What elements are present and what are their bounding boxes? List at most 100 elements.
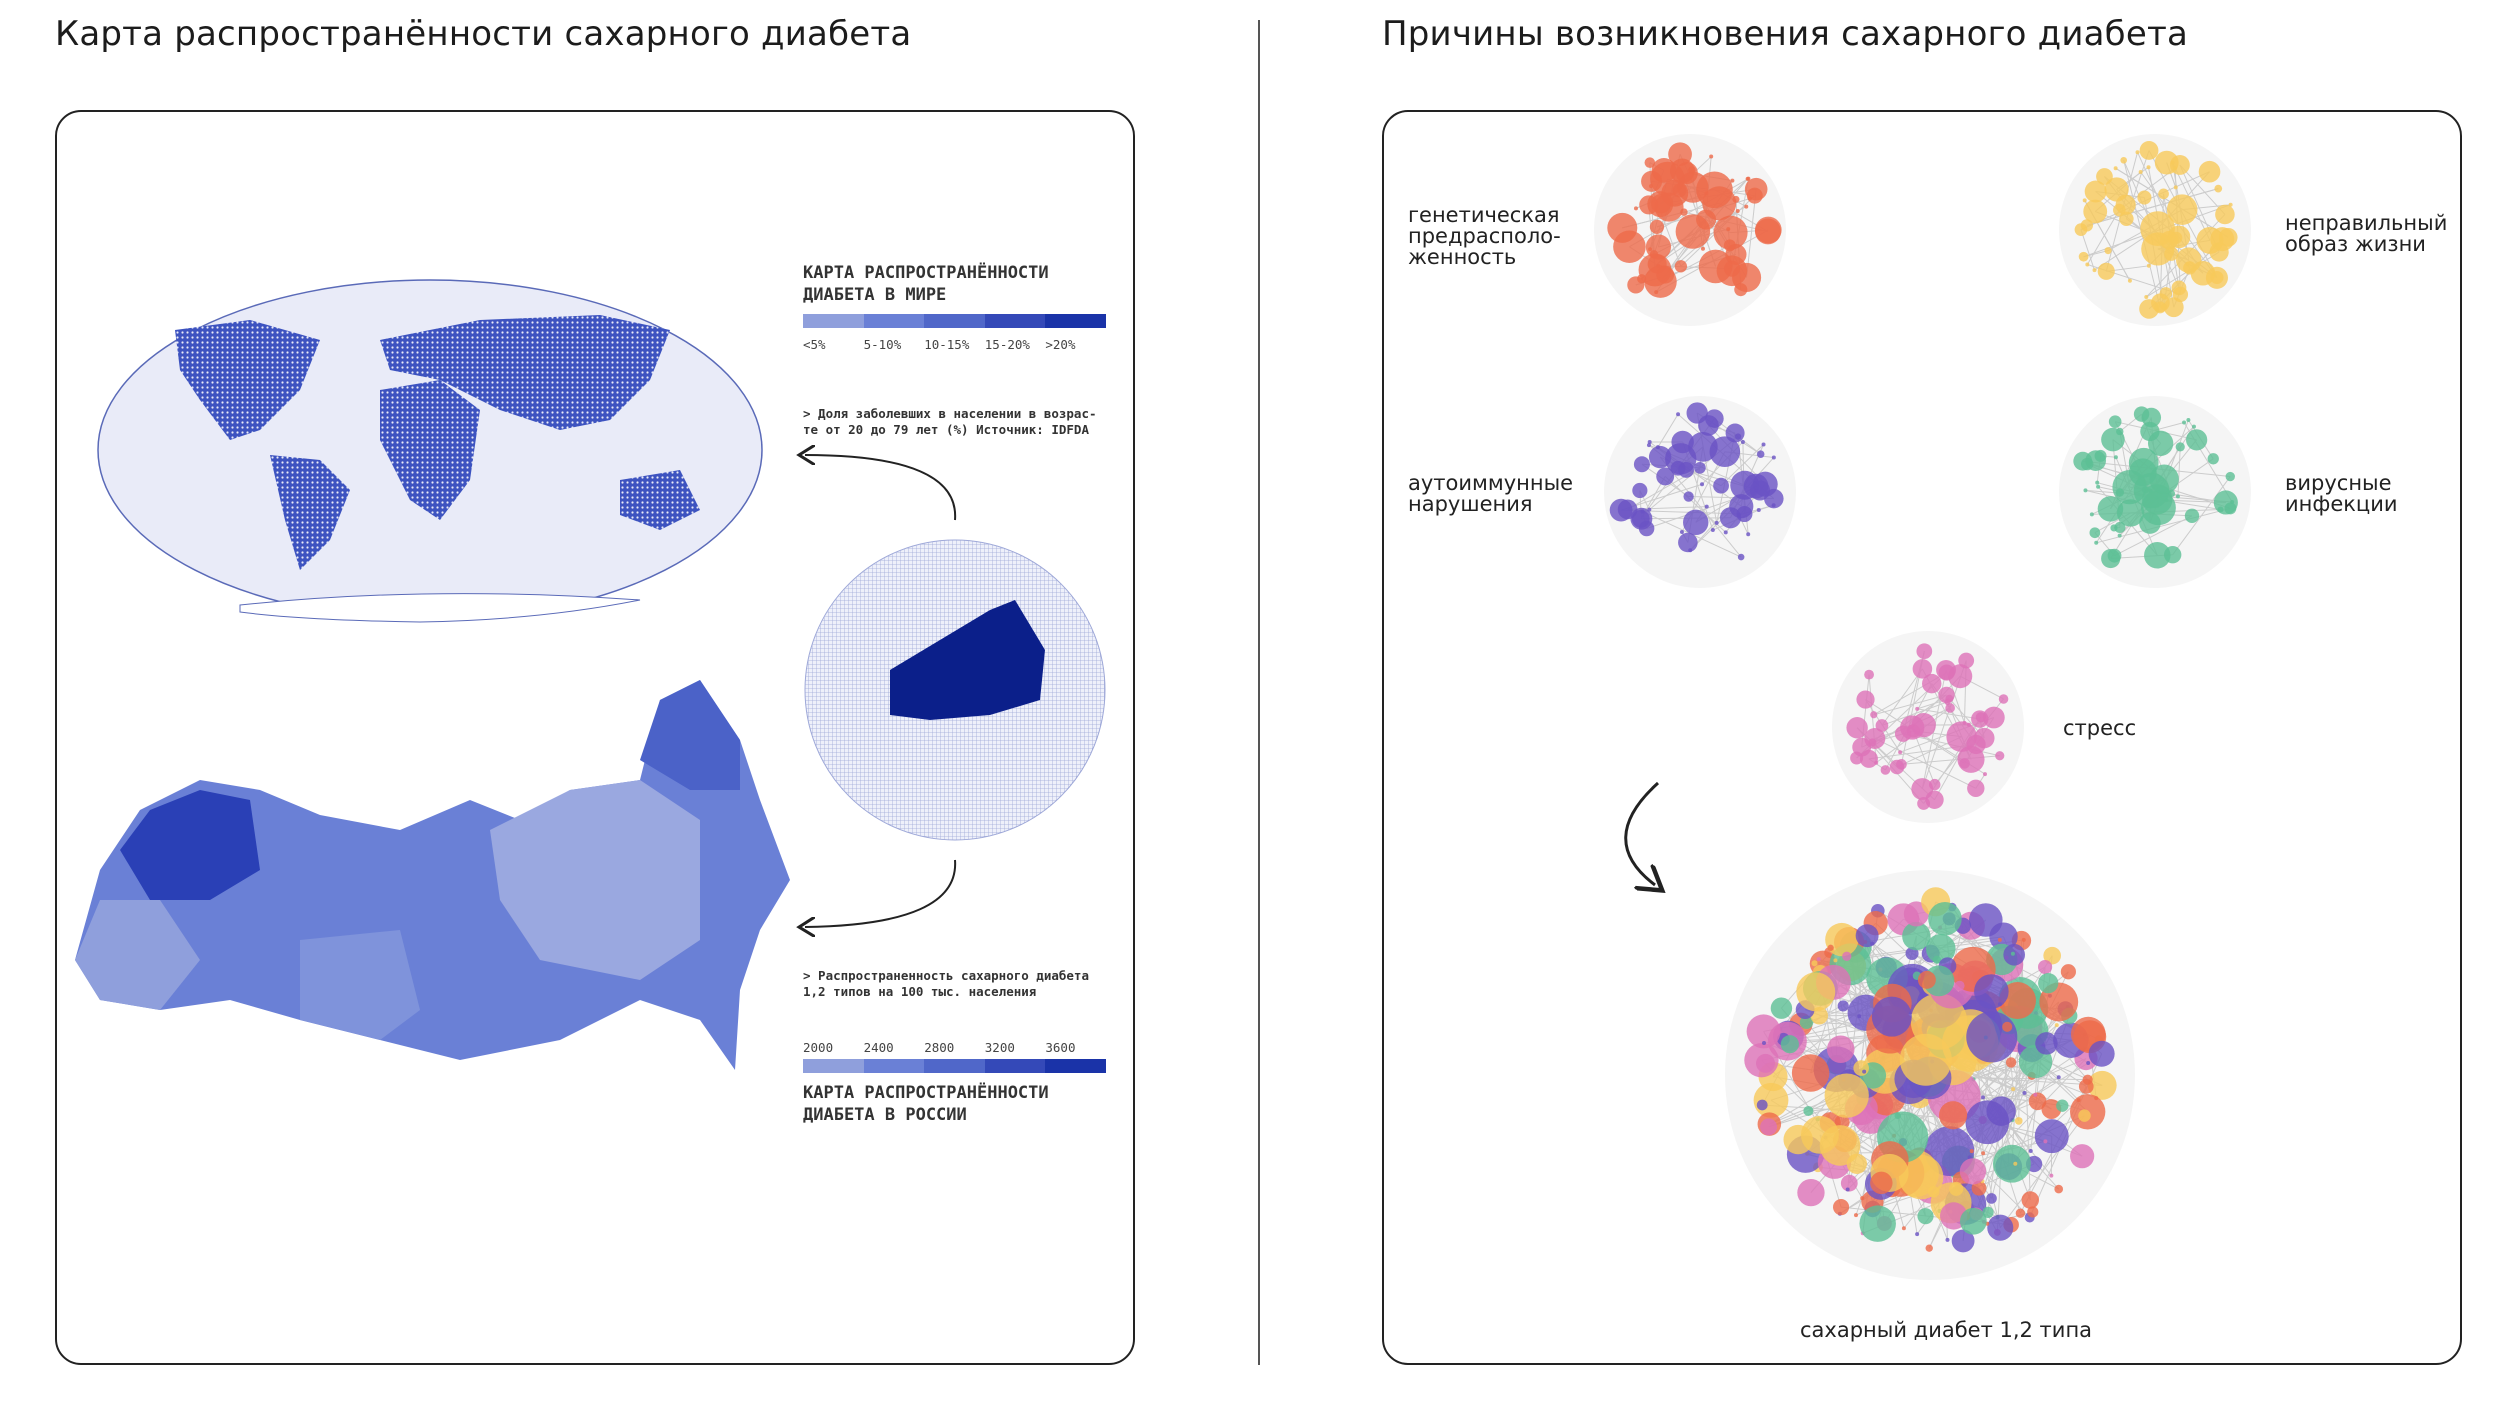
bubble-node [1853,1213,1858,1218]
bubble-node [1936,659,1956,680]
bubble-node [1755,218,1781,245]
bubble-node [2043,1139,2048,1144]
bubble-node [1700,482,1705,487]
antarctica [239,593,641,623]
bubble-node [1902,921,1931,951]
bubble-node [2028,1148,2033,1153]
bubble-node [1770,997,1793,1019]
bubble-node [2141,407,2162,428]
bubble-node [1870,1171,1893,1195]
bubble-node [1856,690,1875,709]
bubble-node [1826,1035,1855,1064]
bubble-node [2041,1099,2062,1119]
network-link [1873,694,1947,716]
bubble-node [1723,260,1741,277]
bubble-node [1986,1193,1997,1204]
network-link [1999,1115,2085,1229]
legend-swatch [924,314,985,328]
bubble-node [1661,179,1689,207]
bubble-node [1862,1069,1867,1074]
bubble-node [1908,725,1913,730]
bubble-node [1668,142,1692,167]
bubble-node [1932,955,1942,964]
world-legend-labels: <5% 5-10% 10-15% 15-20% >20% [803,337,1106,352]
world-note-line: > Доля заболевших в населении в возрас- [803,406,1097,421]
bubble-node [2002,1021,2013,1032]
bubble-node [2038,973,2059,994]
bubble-node [1683,509,1709,536]
bubble-node [2083,199,2108,224]
bubble-node [2038,959,2053,975]
bubble-node [1644,157,1656,168]
map-panel [55,110,1135,1365]
bubble-node [2033,1092,2038,1097]
legend-swatch [924,1059,985,1073]
bubble-node [2097,496,2124,522]
bubble-node [1671,430,1694,454]
russia-legend-title-line: КАРТА РАСПРОСТРАНЁННОСТИ [803,1083,1049,1103]
globe [804,539,1106,841]
bubble-node [1982,706,2005,729]
bubble-node [1791,1054,1830,1092]
bubble-node [1710,528,1715,533]
bubble-node [1971,1180,1987,1196]
legend-swatch [803,314,864,328]
network-link [2114,515,2193,557]
bubble-node [1949,1181,1964,1196]
bubble-node [1855,924,1879,948]
right-title: Причины возникновения сахарного диабета [1382,14,2189,54]
bubble-node [1917,970,1936,989]
bubble-node [1609,498,1633,522]
bubble-node [2082,1074,2093,1085]
bubble-node [2120,156,2128,164]
bubble-node [2082,198,2087,203]
bubble-node [1709,436,1741,468]
bubble-node [1799,1015,1814,1029]
legend-label: 10-15% [924,337,970,352]
bubble-node [1857,1014,1862,1019]
bubble-node [1771,455,1776,460]
bubble-node [2097,262,2115,280]
bubble-node [2215,204,2235,225]
bubble-node [1656,467,1675,486]
bubble-node [1704,504,1709,509]
bubble-node [1640,509,1645,514]
bubble-node [1974,974,2009,1009]
bubble-node [1995,751,2005,761]
bubble-node [1647,439,1652,444]
bubble-node [1945,703,1955,713]
bubble-node [1833,1199,1850,1216]
bubble-node [1846,1153,1868,1174]
south-america [270,455,350,570]
label-genetics: генетическая предрасполо- женность [1408,203,1561,269]
bubble-node [1713,477,1729,494]
bubble-node [2138,170,2143,175]
world-note-line: те от 20 до 79 лет (%) Источник: IDFDA [803,422,1089,437]
bubble-node [1746,176,1751,181]
bubble-node [1842,951,1852,961]
bubble-node [1730,178,1735,183]
bubble-node [2107,548,2122,563]
bubble-node [1846,717,1868,739]
legend-label: 15-20% [984,337,1030,352]
bubble-node [2056,1075,2061,1080]
label-stress: стресс [2063,716,2137,740]
bubble-node [2092,268,2097,273]
bubble-node [1676,412,1681,417]
russia-map [75,680,790,1070]
arrow-to-russia [805,859,957,927]
world-note: > Доля заболевших в населении в возрас-т… [803,406,1097,438]
bubble-node [2144,295,2149,300]
bubble-node [2113,455,2118,460]
bubble-node [2034,1016,2039,1021]
network-link [1874,738,1977,789]
bubble-node [2140,421,2160,442]
bubble-node [1698,249,1733,284]
legend-label: 2000 [803,1040,834,1055]
bubble-node [1966,1011,2018,1063]
bubble-node [1898,750,1903,755]
russia-note-line: > Распространенность сахарного диабета [803,968,1089,983]
bubble-node [2054,1023,2059,1028]
bubble-node [2146,263,2151,268]
bubble-node [2104,177,2129,202]
